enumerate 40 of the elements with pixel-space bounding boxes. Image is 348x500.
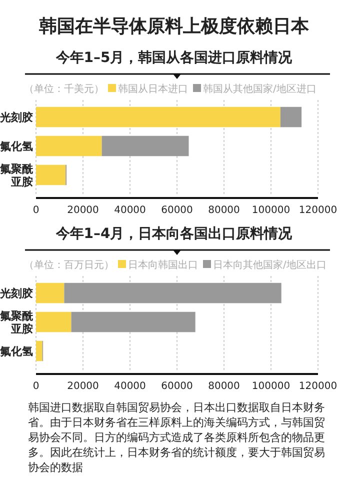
y-tick-label: 氟化氢	[0, 140, 33, 153]
bar	[64, 282, 282, 304]
x-tick-label: 40000	[114, 381, 146, 392]
bar	[36, 164, 66, 186]
y-tick-label: 光刻胶	[0, 287, 33, 300]
x-tick-label: 80000	[208, 381, 240, 392]
x-tick-label: 60000	[161, 381, 193, 392]
bar	[280, 106, 302, 128]
bar	[36, 106, 280, 128]
x-tick-label: 100000	[252, 205, 290, 216]
legend-title: （单位：千美元）	[24, 83, 104, 95]
x-tick-label: 0	[32, 205, 40, 216]
legend-title: （单位：百万日元）	[24, 259, 114, 271]
bar	[71, 312, 196, 332]
bar	[36, 312, 72, 332]
x-tick-label: 120000	[298, 205, 338, 216]
chart-subtitle: 今年1–5月，韩国从各国进口原料情况	[54, 50, 294, 66]
chart-title: 今年1–4月，日本向各国出口原料情况	[54, 226, 294, 242]
legend-label: 韩国从日本进口	[118, 83, 188, 95]
y-tick-label: 氟聚酰亚胺	[0, 310, 34, 336]
chart-title: 韩国在半导体原料上极度依赖日本	[38, 15, 310, 38]
x-tick-label: 20000	[67, 381, 99, 392]
y-tick-label: 氟化氢	[0, 344, 33, 358]
x-tick-label: 0	[32, 381, 40, 392]
x-tick-label: 60000	[161, 205, 193, 216]
legend-label: 日本向其他国家/地区出口	[213, 259, 326, 271]
x-tick-label: 100000	[252, 381, 290, 392]
bar	[36, 136, 102, 156]
legend-label: 韩国从其他国家/地区进口	[203, 83, 316, 95]
legend-label: 日本向韩国出口	[128, 259, 198, 271]
x-tick-label: 120000	[298, 381, 338, 392]
bar	[36, 282, 64, 304]
y-tick-label: 氟聚酰亚胺	[0, 162, 34, 188]
x-tick-label: 20000	[67, 205, 99, 216]
x-tick-label: 80000	[208, 205, 240, 216]
x-tick-label: 40000	[114, 205, 146, 216]
y-tick-label: 光刻胶	[0, 111, 33, 124]
bar	[102, 136, 189, 156]
text: 韩国进口数据取自韩国贸易协会，日本出口数据取自日本财务省。由于日本财务省在三样原料上的海关编码方式，与韩国贸易协会不同。日方的编码方式造成了各类原料所包含的物品更多。因此在统计上，日本财务省的统计额度，要大于韩国贸易协会的数据	[28, 400, 326, 475]
bar	[36, 340, 42, 362]
